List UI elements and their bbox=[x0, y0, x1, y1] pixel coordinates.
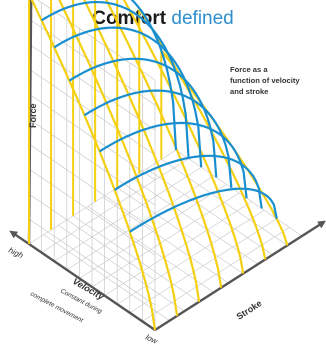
velocity-curve bbox=[129, 187, 278, 233]
floor-grid-line bbox=[175, 149, 303, 237]
grid-line-horizontal bbox=[37, 0, 156, 81]
stroke-curve bbox=[122, 0, 245, 274]
high-label: high bbox=[7, 246, 25, 261]
floor-grid-line bbox=[28, 149, 177, 245]
floor-grid-line bbox=[79, 184, 227, 279]
grid-line-horizontal bbox=[28, 43, 156, 131]
caption-line-1: Force as a bbox=[230, 65, 268, 74]
stroke-curve bbox=[160, 49, 289, 246]
low-label: low bbox=[144, 333, 160, 347]
stroke-curve bbox=[83, 0, 201, 302]
stroke-curve bbox=[58, 0, 179, 317]
stroke-curve bbox=[138, 7, 267, 260]
title-light: defined bbox=[171, 8, 234, 29]
grid-line-horizontal bbox=[28, 68, 156, 156]
velocity-curve bbox=[68, 57, 218, 178]
force-axis-label: Force bbox=[28, 103, 38, 128]
floor-grid-line bbox=[66, 175, 214, 271]
grid-line-horizontal bbox=[28, 93, 156, 181]
floor-grid-line bbox=[131, 177, 259, 265]
velocity-curve bbox=[130, 0, 178, 151]
stroke-axis-label: Stroke bbox=[235, 298, 264, 322]
floor-grid-line bbox=[117, 187, 244, 274]
caption-line-2: function of velocity bbox=[230, 76, 300, 85]
floor-grid-line bbox=[54, 166, 202, 262]
stroke-curve bbox=[105, 0, 223, 288]
floor-grid-line bbox=[41, 158, 189, 253]
velocity-curve bbox=[83, 89, 233, 188]
caption-line-3: and stroke bbox=[230, 87, 269, 96]
stroke-axis-arrow bbox=[154, 220, 326, 332]
grid-line-horizontal bbox=[28, 118, 156, 206]
grid-line-horizontal bbox=[28, 18, 156, 106]
velocity-curve bbox=[40, 0, 190, 159]
velocity-axis-arrow bbox=[9, 230, 156, 331]
velocity-curve bbox=[53, 26, 203, 168]
floor-grid-line bbox=[161, 159, 288, 246]
diagram-caption: Force as a function of velocity and stro… bbox=[230, 64, 324, 97]
floor-grid-line bbox=[146, 168, 273, 256]
force-surface bbox=[28, 0, 289, 331]
stroke-curve bbox=[30, 0, 157, 331]
